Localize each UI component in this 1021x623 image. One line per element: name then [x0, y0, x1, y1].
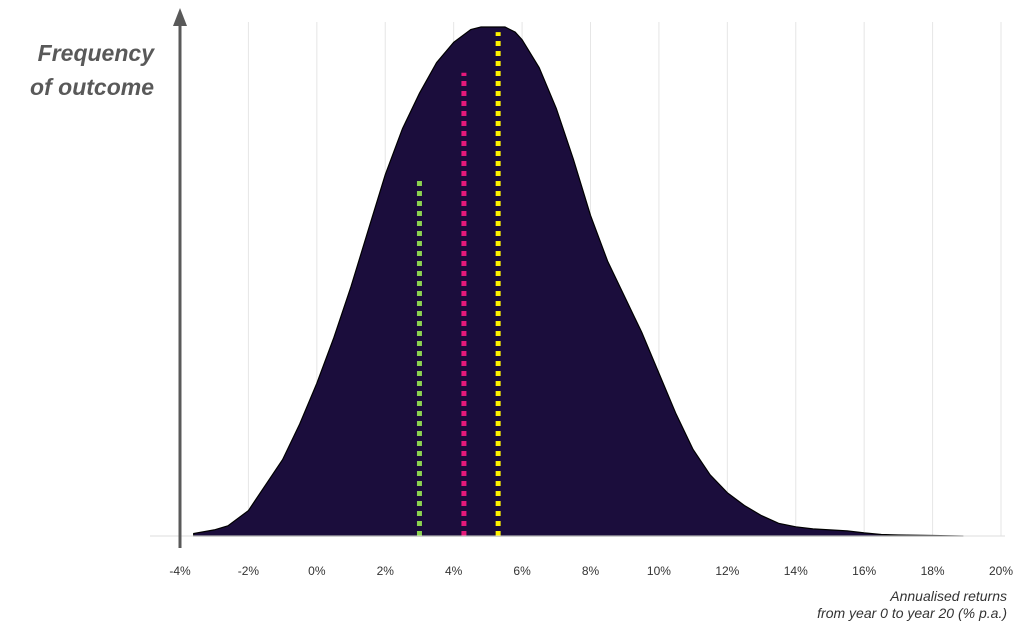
x-tick-label: 4% [445, 564, 463, 578]
x-tick-label: -4% [169, 564, 191, 578]
x-tick-label: 0% [308, 564, 326, 578]
x-axis-tick-labels: -4% -2% 0% 2% 4% 6% 8% 10% 12% 14% 16% 18% 20% [169, 564, 1013, 578]
x-axis-label-line-1: Annualised returns [890, 588, 1007, 604]
x-tick-label: 8% [582, 564, 600, 578]
y-axis-arrow-icon [173, 8, 187, 26]
marker-lines [416, 32, 501, 536]
x-tick-label: 10% [647, 564, 671, 578]
y-axis-label-line-1: Frequency [37, 40, 154, 66]
x-tick-label: 12% [715, 564, 739, 578]
x-tick-label: 20% [989, 564, 1013, 578]
x-tick-label: 14% [784, 564, 808, 578]
distribution-area [193, 26, 964, 537]
x-tick-label: 2% [377, 564, 395, 578]
x-tick-label: 6% [513, 564, 531, 578]
x-tick-label: 16% [852, 564, 876, 578]
x-tick-label: 18% [921, 564, 945, 578]
x-tick-label: -2% [238, 564, 260, 578]
x-axis-label-line-2: from year 0 to year 20 (% p.a.) [817, 605, 1007, 621]
y-axis-label-line-2: of outcome [30, 74, 154, 100]
